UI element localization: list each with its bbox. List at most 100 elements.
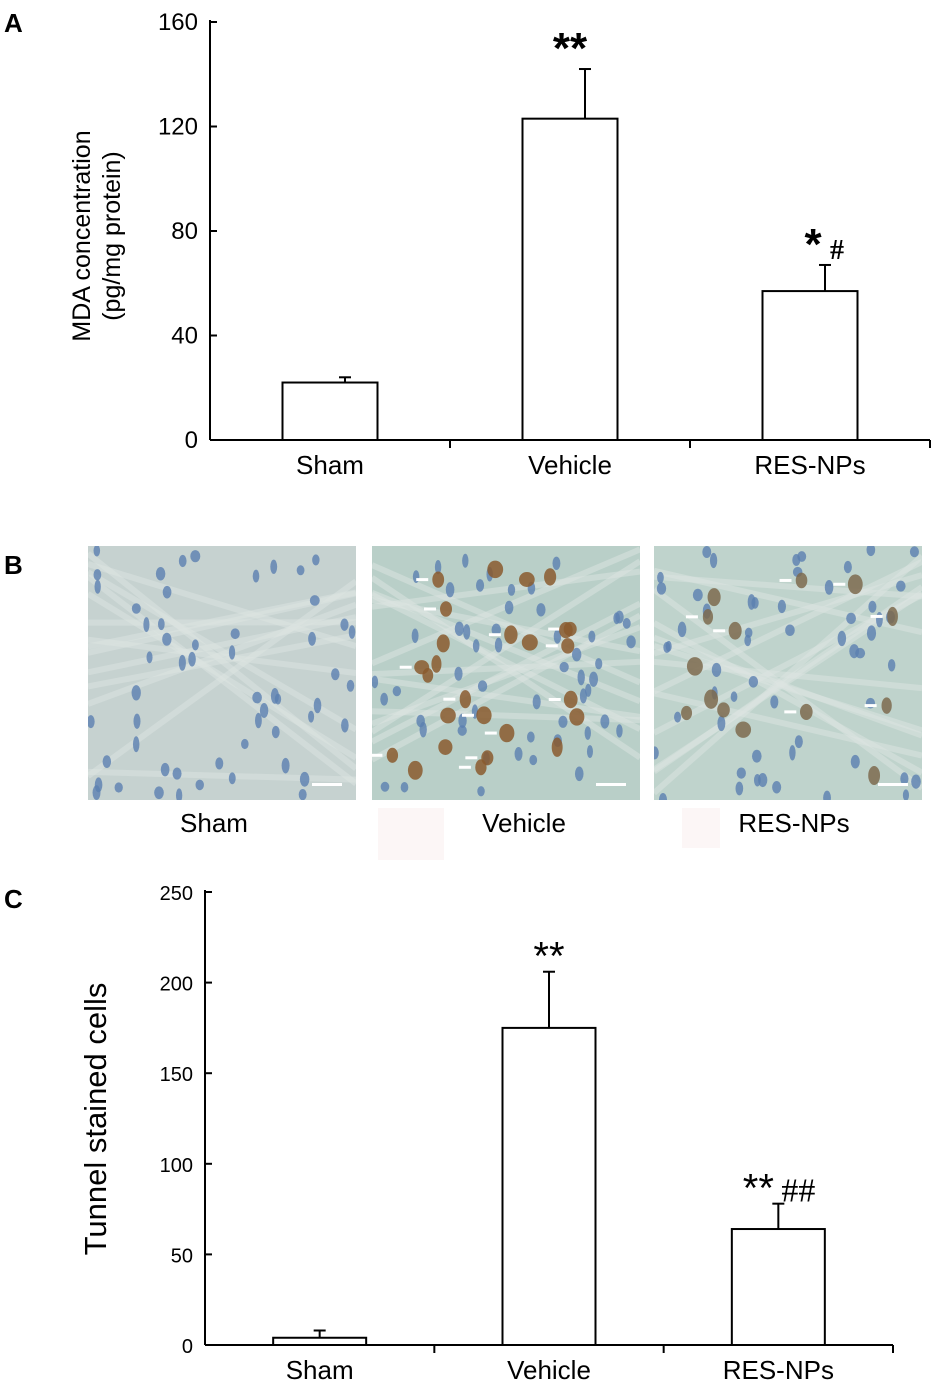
nucleus bbox=[843, 560, 852, 574]
mda-ytick-label: 80 bbox=[171, 218, 198, 245]
nucleus bbox=[753, 773, 761, 787]
apoptotic-cell bbox=[440, 707, 456, 724]
apoptotic-cell bbox=[795, 572, 808, 589]
nucleus bbox=[758, 773, 768, 788]
mda-significance-marker: ** bbox=[553, 24, 588, 73]
nucleus bbox=[902, 789, 910, 800]
nucleus bbox=[824, 579, 834, 595]
apoptotic-cell bbox=[799, 703, 813, 720]
tissue-fiber bbox=[372, 708, 640, 724]
nucleus bbox=[584, 726, 591, 740]
nucleus bbox=[747, 594, 756, 610]
nucleus bbox=[254, 712, 262, 729]
nucleus bbox=[552, 556, 561, 570]
micrograph-res-nps bbox=[654, 546, 922, 800]
nucleus bbox=[553, 629, 562, 644]
apoptotic-cell bbox=[735, 721, 752, 738]
tunnel-ytick-label: 100 bbox=[160, 1155, 193, 1177]
apoptotic-cell bbox=[481, 750, 494, 766]
mda-ytick-label: 0 bbox=[185, 427, 198, 454]
nucleus bbox=[866, 625, 877, 641]
nucleus bbox=[341, 718, 349, 733]
mda-y-axis-label-line: (pg/mg protein) bbox=[98, 151, 126, 321]
nucleus bbox=[331, 668, 340, 681]
nucleus bbox=[228, 772, 236, 785]
nucleus bbox=[340, 618, 349, 631]
nucleus bbox=[654, 746, 659, 760]
nucleus bbox=[585, 683, 592, 697]
nucleus bbox=[770, 695, 779, 709]
nucleus bbox=[477, 680, 488, 692]
tissue-fiber bbox=[88, 591, 356, 761]
apoptotic-cell bbox=[487, 560, 504, 579]
apoptotic-cell bbox=[887, 606, 898, 627]
apoptotic-cell bbox=[544, 568, 557, 586]
nucleus bbox=[491, 623, 501, 637]
tunnel-category-label: Vehicle bbox=[507, 1355, 591, 1385]
tissue-fiber bbox=[372, 592, 640, 732]
nucleus bbox=[868, 600, 877, 613]
nucleus bbox=[241, 738, 249, 750]
apoptotic-cell bbox=[432, 571, 445, 588]
nucleus bbox=[730, 691, 738, 702]
nucleus bbox=[434, 559, 442, 575]
nucleus bbox=[454, 621, 464, 637]
apoptotic-cell bbox=[686, 657, 703, 676]
nucleus bbox=[160, 762, 170, 777]
tunnel-ytick-label: 150 bbox=[160, 1064, 193, 1086]
nucleus bbox=[178, 554, 187, 568]
panel-letter-c: C bbox=[4, 884, 23, 914]
nucleus bbox=[270, 688, 279, 704]
tissue-fiber bbox=[654, 573, 922, 600]
nucleus bbox=[785, 624, 795, 637]
tunnel-category-label: Sham bbox=[286, 1355, 354, 1385]
nucleus bbox=[346, 679, 355, 692]
mda-ytick-label: 40 bbox=[171, 323, 198, 350]
nucleus bbox=[616, 724, 623, 738]
apoptotic-cell bbox=[868, 765, 881, 786]
nucleus bbox=[494, 637, 503, 653]
nucleus bbox=[600, 714, 610, 729]
nucleus bbox=[527, 731, 535, 743]
nucleus bbox=[178, 654, 186, 671]
nucleus bbox=[412, 570, 420, 584]
nucleus bbox=[281, 757, 290, 774]
tunnel-ytick-label: 200 bbox=[160, 974, 193, 996]
nucleus bbox=[748, 676, 759, 688]
apoptotic-cell bbox=[551, 737, 563, 757]
nucleus bbox=[777, 599, 786, 614]
nucleus bbox=[175, 788, 183, 800]
nucleus bbox=[846, 612, 856, 625]
nucleus bbox=[259, 703, 269, 718]
apoptotic-cell bbox=[504, 625, 518, 645]
apoptotic-cell bbox=[847, 574, 863, 595]
tissue-fiber bbox=[88, 614, 356, 676]
label-tint bbox=[378, 808, 444, 860]
tissue-fiber bbox=[88, 768, 356, 783]
nucleus bbox=[195, 779, 204, 791]
scale-bar bbox=[312, 783, 342, 786]
nucleus bbox=[158, 618, 165, 631]
nucleus bbox=[559, 661, 569, 673]
apoptotic-cell bbox=[422, 667, 434, 683]
apoptotic-cell bbox=[702, 608, 714, 625]
apoptotic-cell bbox=[440, 601, 453, 617]
nucleus bbox=[735, 781, 744, 796]
nucleus bbox=[574, 766, 584, 782]
tissue-fiber bbox=[372, 675, 640, 720]
mda-category-label: Vehicle bbox=[528, 450, 612, 480]
apoptotic-cell bbox=[881, 697, 892, 714]
tunnel-bar bbox=[272, 1336, 368, 1347]
nucleus bbox=[462, 553, 469, 568]
apoptotic-cell bbox=[563, 690, 578, 709]
scale-bar bbox=[878, 783, 908, 786]
nucleus bbox=[154, 786, 164, 800]
nucleus bbox=[131, 685, 141, 701]
nucleus bbox=[313, 697, 322, 714]
nucleus bbox=[252, 691, 262, 704]
panel-letter-a: A bbox=[4, 8, 23, 38]
nucleus bbox=[595, 658, 603, 670]
apoptotic-cell bbox=[438, 739, 453, 755]
nucleus bbox=[228, 645, 236, 660]
